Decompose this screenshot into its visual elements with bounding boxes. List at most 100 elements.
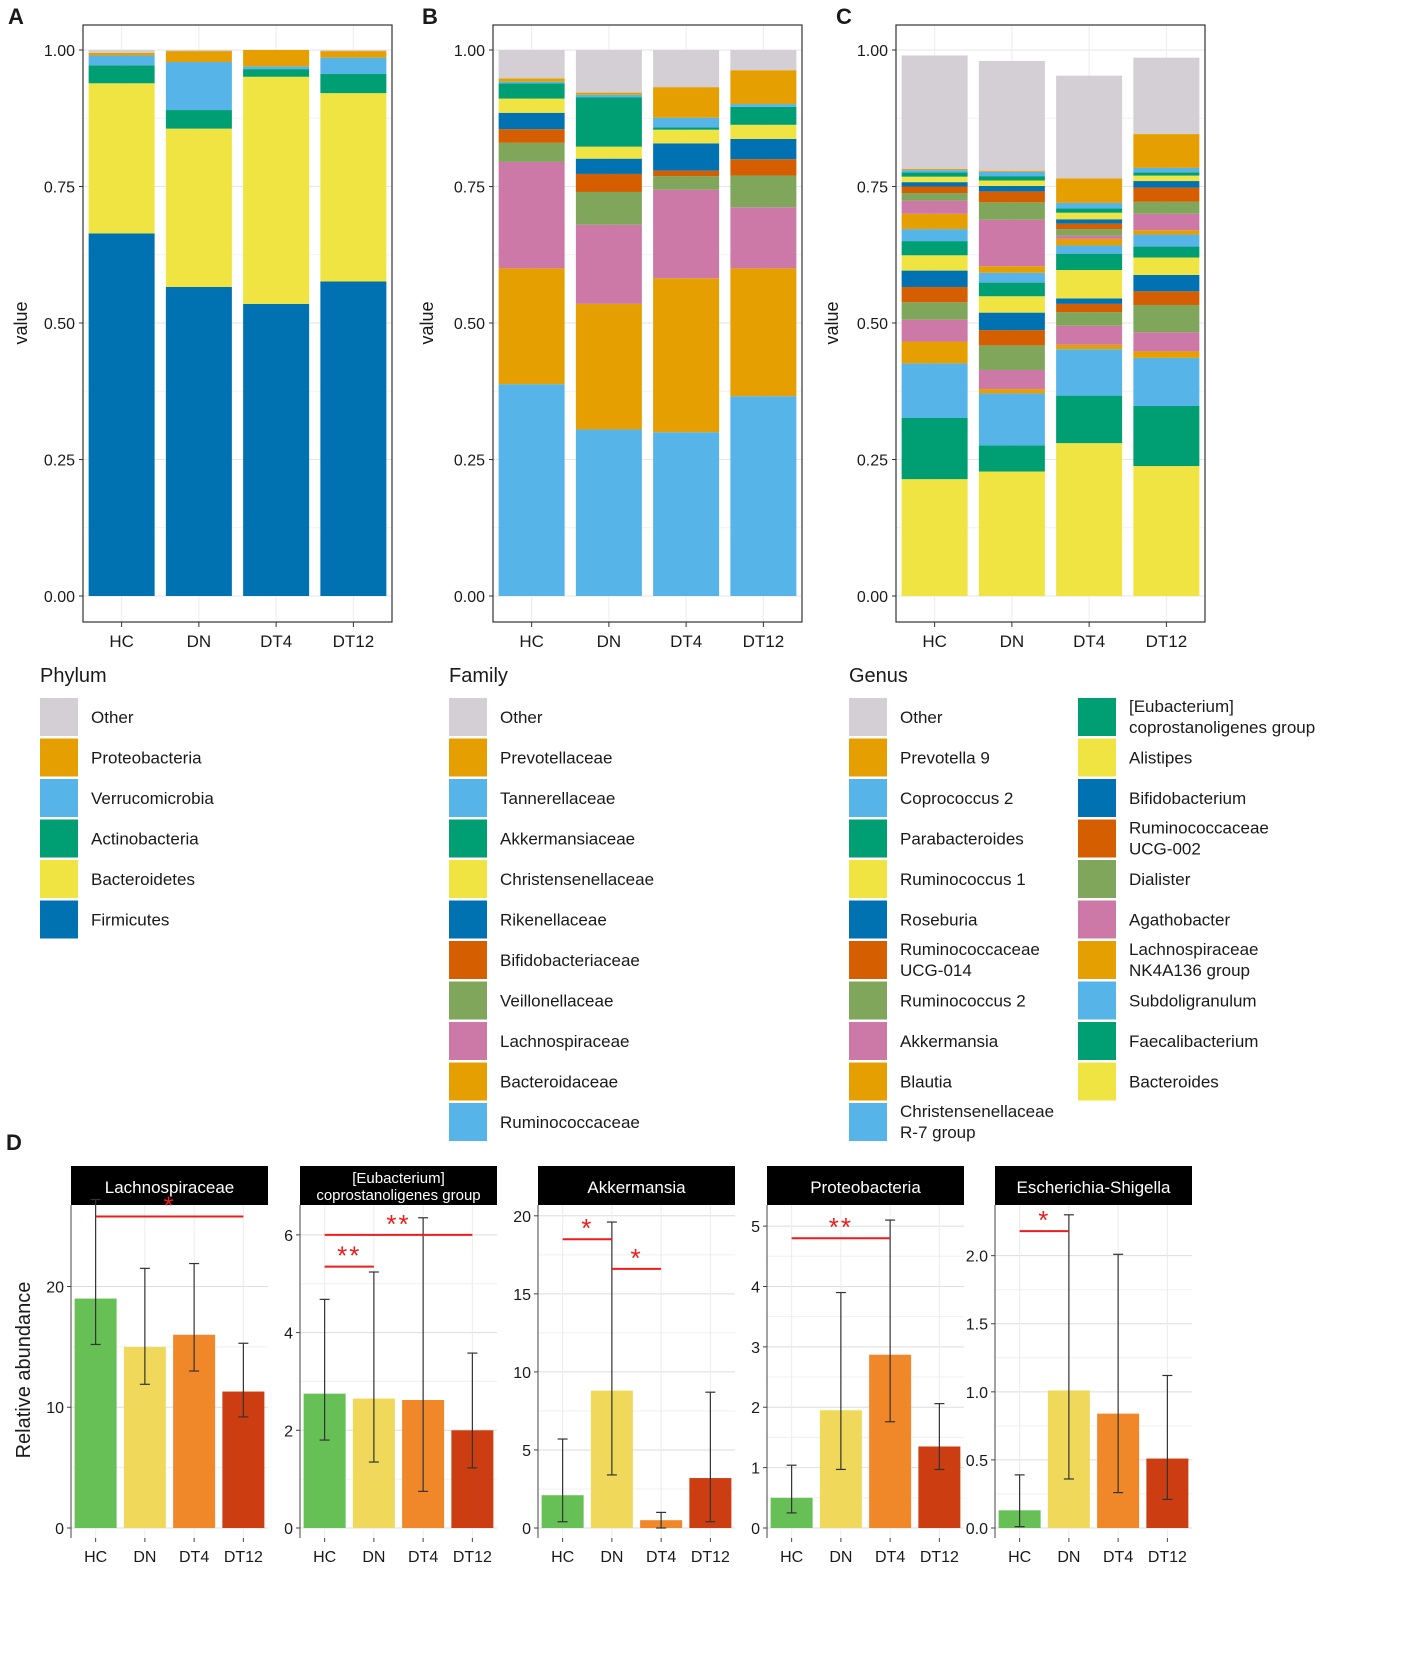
y-tick-label: 0 xyxy=(55,1521,64,1538)
bar-segment-dialister xyxy=(1056,312,1123,326)
legend-label: Ruminococcaceae UCG-014 xyxy=(900,940,1040,980)
facet-lachnospiraceae: Lachnospiraceae 0 10 20 * HC DN DT4 DT12 xyxy=(46,1166,268,1566)
legend-title: Family xyxy=(449,665,508,687)
bar-segment-tannerellaceae xyxy=(498,81,565,84)
bar-segment-blautia xyxy=(1056,238,1123,246)
y-tick-label: 0.25 xyxy=(857,453,888,470)
bar-segment-lachnospiraceae xyxy=(498,161,565,269)
significance-label: ** xyxy=(337,1241,361,1271)
bar-segment-bacteroidaceae xyxy=(653,278,720,433)
y-tick-label: 0.0 xyxy=(966,1521,988,1538)
bar-segment-other xyxy=(1056,75,1123,179)
x-tick-label: HC xyxy=(84,1549,107,1566)
x-tick-label: DN xyxy=(1000,632,1025,651)
legend-key-bacteroidetes xyxy=(40,860,78,898)
bar-segment-bacteroides xyxy=(901,479,968,596)
x-tick-label: HC xyxy=(1008,1549,1031,1566)
bar-segment-faecalibacterium xyxy=(1056,395,1123,444)
legend-title: Phylum xyxy=(40,665,107,687)
bar-segment-bacteroidetes xyxy=(88,83,155,234)
bar-segment-tannerellaceae xyxy=(653,117,720,128)
y-axis-label: value xyxy=(11,301,31,344)
bar-segment-bacteroidetes xyxy=(320,93,387,282)
x-tick-label: HC xyxy=(109,632,134,651)
bar-segment-lachnospiraceae xyxy=(575,224,642,304)
y-tick-label: 1.00 xyxy=(857,43,888,60)
bar-segment-actinobacteria xyxy=(320,74,387,94)
x-tick-label: DN xyxy=(1057,1549,1080,1566)
y-tick-label: 0.50 xyxy=(857,316,888,333)
bar-segment-bifidobacteriaceae xyxy=(498,129,565,143)
x-tick-label: DN xyxy=(362,1549,385,1566)
y-tick-label: 0.25 xyxy=(44,453,75,470)
bar-segment-alistipes xyxy=(1056,270,1123,299)
bar-segment-subdoligranulum xyxy=(1133,357,1200,406)
y-tick-label: 2 xyxy=(284,1423,293,1440)
y-axis-label: value xyxy=(822,301,842,344)
bar-segment-proteobacteria xyxy=(320,51,387,58)
bar-segment-agathobacter xyxy=(1133,332,1200,352)
panel-c: C 0.00 0.25 0.50 0.75 1.00 HC DN DT4 DT12 value Gen… xyxy=(822,4,1315,1142)
bar-segment-coprococcus-2 xyxy=(978,171,1045,177)
panel-b: B 0.00 0.25 0.50 0.75 1.00 HC DN DT4 DT12 value Fam… xyxy=(417,4,803,1141)
bar-segment-bacteroidetes xyxy=(165,128,232,287)
legend-label: Parabacteroides xyxy=(900,830,1024,849)
y-tick-label: 5 xyxy=(522,1443,531,1460)
y-tick-label: 3 xyxy=(751,1340,760,1357)
bar-segment-veillonellaceae xyxy=(653,176,720,190)
bar-segment-bifidobacterium xyxy=(978,312,1045,331)
legend-label: Tannerellaceae xyxy=(500,789,615,808)
legend-label: Subdoligranulum xyxy=(1129,992,1257,1011)
legend-label-line: UCG-002 xyxy=(1129,840,1201,859)
bar-segment-subdoligranulum xyxy=(978,393,1045,446)
bar-segment-parabacteroides xyxy=(978,176,1045,181)
x-tick-label: DN xyxy=(829,1549,852,1566)
legend-key-other xyxy=(849,698,887,736)
facet-strip xyxy=(995,1166,1192,1205)
legend-label-line: Ruminococcaceae xyxy=(1129,819,1269,838)
bar-segment-roseburia xyxy=(978,185,1045,192)
legend-key-lachnospiraceae-nk4a136-group xyxy=(1078,941,1116,979)
bar-segment-ruminococcaceae-ucg-014 xyxy=(1056,223,1123,230)
bar-segment-actinobacteria xyxy=(165,110,232,129)
legend-key-alistipes xyxy=(1078,738,1116,777)
bar-segment-agathobacter xyxy=(978,369,1045,390)
bar-segment-roseburia xyxy=(1133,181,1200,188)
bar-segment-ruminococcus-1 xyxy=(978,180,1045,186)
legend-label: Agathobacter xyxy=(1129,911,1230,930)
legend-key-parabacteroides xyxy=(849,819,887,858)
bar-segment-bifidobacteriaceae xyxy=(653,170,720,177)
legend-label: Ruminococcus 2 xyxy=(900,992,1026,1011)
bar-segment-ruminococcaceae-ucg-014 xyxy=(978,191,1045,203)
legend-label: Other xyxy=(900,708,943,727)
facet-title: Lachnospiraceae xyxy=(105,1178,234,1197)
significance-label: * xyxy=(1038,1205,1050,1235)
bar-segment-firmicutes xyxy=(320,281,387,596)
panel-letter: C xyxy=(836,4,852,29)
x-tick-label: DT4 xyxy=(260,632,292,651)
x-tick-label: HC xyxy=(922,632,947,651)
legend-key-blautia xyxy=(849,1062,887,1101)
bar-segment-bacteroidaceae xyxy=(575,303,642,430)
x-tick-label: DT12 xyxy=(1146,632,1188,651)
y-tick-label: 1.00 xyxy=(44,43,75,60)
bar-segment-blautia xyxy=(1133,230,1200,235)
bar-segment-lachnospiraceae xyxy=(653,189,720,279)
bar-segment-other xyxy=(901,55,968,170)
bar-segment-ruminococcaceae xyxy=(498,384,565,596)
bar-segment-blautia xyxy=(978,266,1045,273)
bar-segment-lachnospiraceae-nk4a136-group xyxy=(978,389,1045,394)
bar-segment-roseburia xyxy=(901,182,968,187)
x-tick-label: DT4 xyxy=(875,1549,905,1566)
legend-label: Prevotellaceae xyxy=(500,749,612,768)
bar-segment-eubacterium-coprostanoligenes-group xyxy=(978,282,1045,297)
y-tick-label: 0 xyxy=(522,1521,531,1538)
bar-segment-rikenellaceae xyxy=(498,112,565,130)
x-tick-label: DT4 xyxy=(646,1549,676,1566)
y-tick-label: 2 xyxy=(751,1400,760,1417)
legend-label: Firmicutes xyxy=(91,911,169,930)
legend-key-bifidobacteriaceae xyxy=(449,941,487,979)
legend-label: Coprococcus 2 xyxy=(900,789,1013,808)
facet-title: Akkermansia xyxy=(587,1178,686,1197)
